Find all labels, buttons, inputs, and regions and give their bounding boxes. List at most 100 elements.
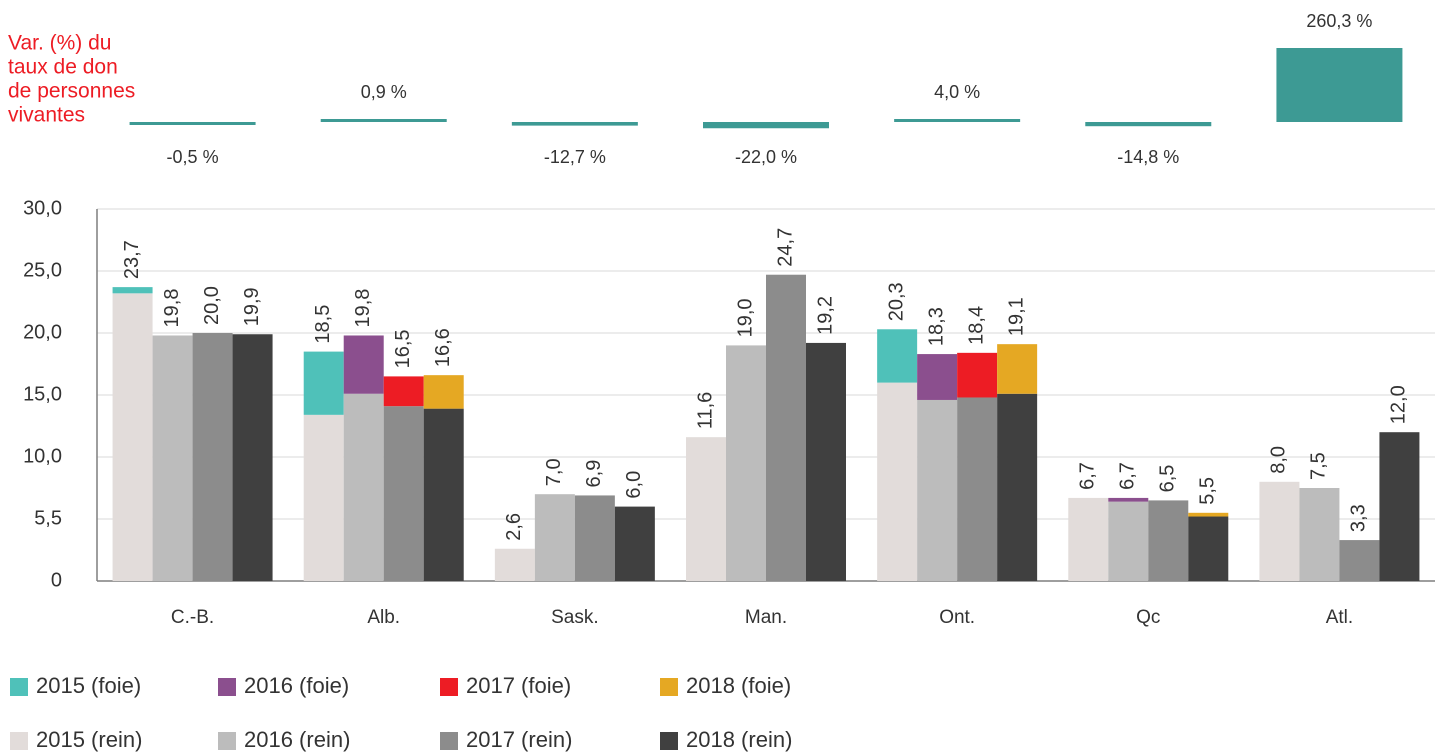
bar-segment (232, 334, 273, 581)
bar-segment (534, 494, 575, 581)
data-label: 18,5 (312, 305, 334, 344)
bar-segment (957, 352, 998, 398)
data-label: 6,7 (1077, 462, 1099, 490)
variation-label: 260,3 % (1306, 11, 1372, 31)
bar-segment (877, 329, 918, 383)
bar-segment (1379, 432, 1420, 581)
data-label: 6,7 (1117, 462, 1139, 490)
bar-segment (494, 548, 535, 581)
bar-segment (614, 506, 655, 581)
y-tick-label: 25,0 (23, 259, 62, 281)
variation-bar (320, 119, 447, 122)
variation-bar (129, 122, 256, 125)
bar-segment (1068, 497, 1109, 581)
variation-label: -12,7 % (544, 147, 606, 167)
y-tick-label: 30,0 (23, 197, 62, 219)
data-label: 6,9 (583, 460, 605, 488)
variation-bar (703, 122, 829, 129)
bar-segment (423, 375, 464, 409)
variation-label: -22,0 % (735, 147, 797, 167)
bar-segment (383, 406, 424, 581)
bar-segment (917, 354, 958, 400)
legend-swatch (10, 732, 28, 750)
y-tick-label: 0 (51, 569, 62, 591)
legend-swatch (660, 678, 678, 696)
y-tick-label: 20,0 (23, 321, 62, 343)
data-label: 19,0 (734, 298, 756, 337)
data-label: 24,7 (774, 228, 796, 267)
data-label: 7,0 (543, 458, 565, 486)
bar-segment (303, 351, 344, 415)
legend-swatch (440, 732, 458, 750)
bar-segment (997, 393, 1038, 581)
data-label: 19,9 (241, 287, 263, 326)
bar-segment (917, 399, 958, 581)
x-tick-label: Alb. (367, 607, 400, 628)
data-label: 11,6 (694, 392, 716, 429)
x-tick-label: Ont. (939, 607, 975, 628)
bar-segment (1148, 500, 1189, 581)
x-tick-label: Man. (745, 607, 787, 628)
bar-segment (152, 335, 193, 581)
legend-swatch (440, 678, 458, 696)
data-label: 19,2 (814, 296, 836, 335)
legend-swatch (10, 678, 28, 696)
variation-title: taux de don (8, 56, 118, 79)
data-label: 3,3 (1348, 504, 1370, 532)
bar-segment (192, 333, 233, 581)
y-tick-label: 5,5 (34, 507, 62, 529)
data-label: 16,6 (432, 328, 454, 367)
data-label: 16,5 (392, 329, 414, 368)
variation-bar (1085, 122, 1212, 127)
x-tick-label: Qc (1136, 607, 1160, 628)
bar-segment (1188, 512, 1229, 517)
x-tick-label: Atl. (1326, 607, 1353, 628)
bar-segment (1108, 501, 1149, 581)
legend-label: 2017 (rein) (466, 727, 572, 752)
bar-segment (1259, 481, 1300, 581)
bar-segment (303, 414, 344, 581)
data-label: 18,3 (925, 307, 947, 346)
bar-segment (423, 408, 464, 581)
variation-label: -14,8 % (1117, 147, 1179, 167)
legend-swatch (218, 732, 236, 750)
legend-swatch (218, 678, 236, 696)
bar-segment (1188, 516, 1229, 581)
bar-segment (957, 397, 998, 581)
variation-title: de personnes (8, 80, 135, 103)
bar-segment (806, 342, 846, 581)
variation-bar (1276, 48, 1403, 122)
data-label: 5,5 (1197, 477, 1219, 505)
bar-segment (383, 376, 424, 407)
legend-label: 2016 (foie) (244, 673, 349, 698)
variation-label: -0,5 % (167, 147, 219, 167)
bar-segment (877, 382, 918, 581)
variation-bar (511, 122, 638, 126)
y-tick-label: 15,0 (23, 383, 62, 405)
legend-label: 2015 (rein) (36, 727, 142, 752)
data-label: 19,8 (161, 289, 183, 328)
variation-bar (894, 119, 1021, 122)
data-label: 2,6 (503, 513, 525, 541)
bar-segment (686, 437, 726, 581)
legend-swatch (660, 732, 678, 750)
bar-segment (574, 495, 615, 581)
bar-segment (997, 344, 1038, 394)
legend-label: 2018 (rein) (686, 727, 792, 752)
bar-segment (766, 274, 806, 581)
legend-label: 2016 (rein) (244, 727, 350, 752)
bar-segment (343, 393, 384, 581)
data-label: 8,0 (1268, 446, 1290, 474)
variation-label: 4,0 % (934, 82, 980, 102)
legend-label: 2017 (foie) (466, 673, 571, 698)
data-label: 18,4 (965, 306, 987, 345)
data-label: 23,7 (121, 240, 143, 279)
bar-segment (1108, 497, 1149, 502)
legend-label: 2018 (foie) (686, 673, 791, 698)
bar-segment (726, 345, 766, 581)
data-label: 12,0 (1388, 385, 1410, 424)
variation-title: vivantes (8, 104, 85, 127)
bar-segment (112, 293, 153, 581)
